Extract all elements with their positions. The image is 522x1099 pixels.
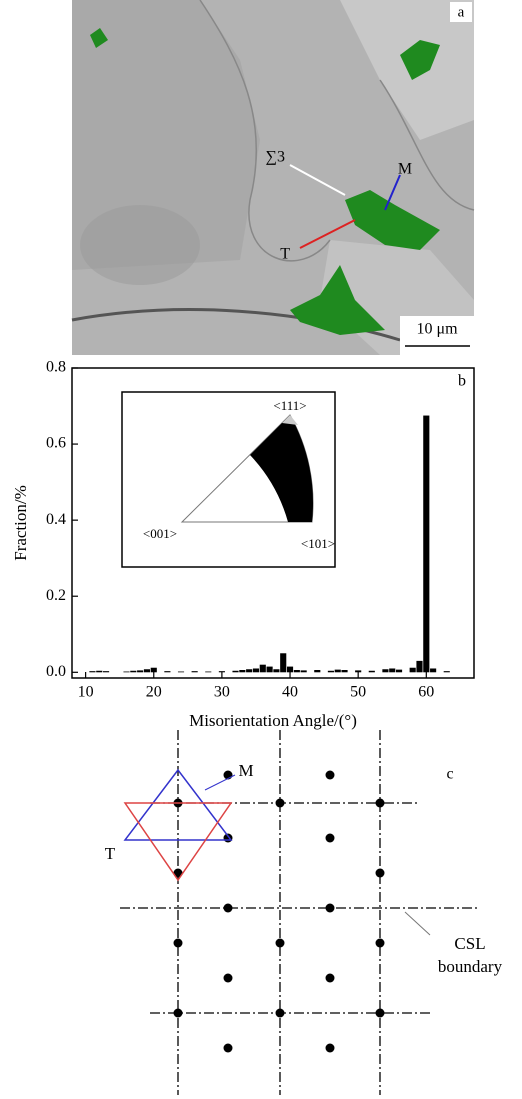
bar <box>252 668 260 673</box>
bar <box>103 671 110 673</box>
bar <box>300 670 307 673</box>
bar <box>395 669 403 673</box>
bar <box>286 666 294 673</box>
y-axis-label: Fraction/% <box>11 485 30 561</box>
plot-frame <box>71 367 475 679</box>
scale-label: 10 μm <box>416 321 458 338</box>
y-tick-label: 0.4 <box>46 511 66 528</box>
lattice-points <box>173 770 385 1053</box>
bar <box>96 670 103 673</box>
m-label: M <box>398 161 412 178</box>
x-tick-label: 50 <box>350 684 366 701</box>
bar <box>382 669 389 673</box>
bar <box>218 671 225 673</box>
bar <box>416 660 423 673</box>
y-tick-label: 0.0 <box>46 663 66 680</box>
bar <box>280 653 287 673</box>
t-label: T <box>280 246 290 263</box>
bar <box>246 669 253 673</box>
inset <box>121 391 336 568</box>
sigma-label: ∑3 <box>266 149 285 166</box>
csl-label: boundary <box>438 957 503 976</box>
y-tick-label: 0.6 <box>46 435 66 452</box>
csl-label: CSL <box>454 934 485 953</box>
t-label: T <box>105 844 116 863</box>
bar <box>327 670 334 673</box>
x-tick-label: 10 <box>78 684 94 701</box>
micrograph <box>71 0 475 355</box>
bar <box>443 671 450 673</box>
bar <box>314 670 321 673</box>
bar <box>355 670 362 673</box>
bar <box>150 667 157 673</box>
x-tick-label: 60 <box>418 684 434 701</box>
bar <box>266 666 273 673</box>
bar <box>389 668 396 673</box>
bar <box>430 668 437 673</box>
x-tick-label: 20 <box>146 684 162 701</box>
bar <box>259 664 266 673</box>
panel-label: b <box>458 373 466 390</box>
bar <box>191 671 198 673</box>
bar <box>143 669 151 673</box>
bar <box>334 669 341 673</box>
bar <box>164 671 171 673</box>
t-triangle <box>123 802 233 882</box>
bar <box>232 670 239 673</box>
m-label: M <box>238 761 253 780</box>
bar <box>177 671 185 673</box>
panel-label: a <box>458 4 465 20</box>
bar <box>205 671 212 673</box>
panel-label: c <box>446 766 453 783</box>
bar <box>341 670 348 673</box>
csl-pointer <box>404 911 431 936</box>
bar <box>239 670 246 673</box>
x-tick-label: 40 <box>282 684 298 701</box>
bar <box>423 415 430 673</box>
m-pointer <box>204 774 236 791</box>
m-triangle <box>123 768 233 841</box>
x-tick-label: 30 <box>214 684 230 701</box>
y-tick-label: 0.2 <box>46 587 66 604</box>
y-tick-label: 0.8 <box>46 359 66 376</box>
inset-label: <111> <box>273 398 306 413</box>
bar <box>368 670 375 673</box>
bar <box>137 670 144 673</box>
inset-label: <001> <box>143 526 177 541</box>
bar <box>409 667 416 673</box>
x-axis-label: Misorientation Angle/(°) <box>189 711 357 730</box>
bar <box>89 671 96 673</box>
bar <box>273 669 280 673</box>
inset-label: <101> <box>301 536 335 551</box>
bar <box>123 671 130 673</box>
bar <box>293 670 300 673</box>
bar <box>130 670 137 673</box>
csl-diagram <box>120 730 480 1095</box>
